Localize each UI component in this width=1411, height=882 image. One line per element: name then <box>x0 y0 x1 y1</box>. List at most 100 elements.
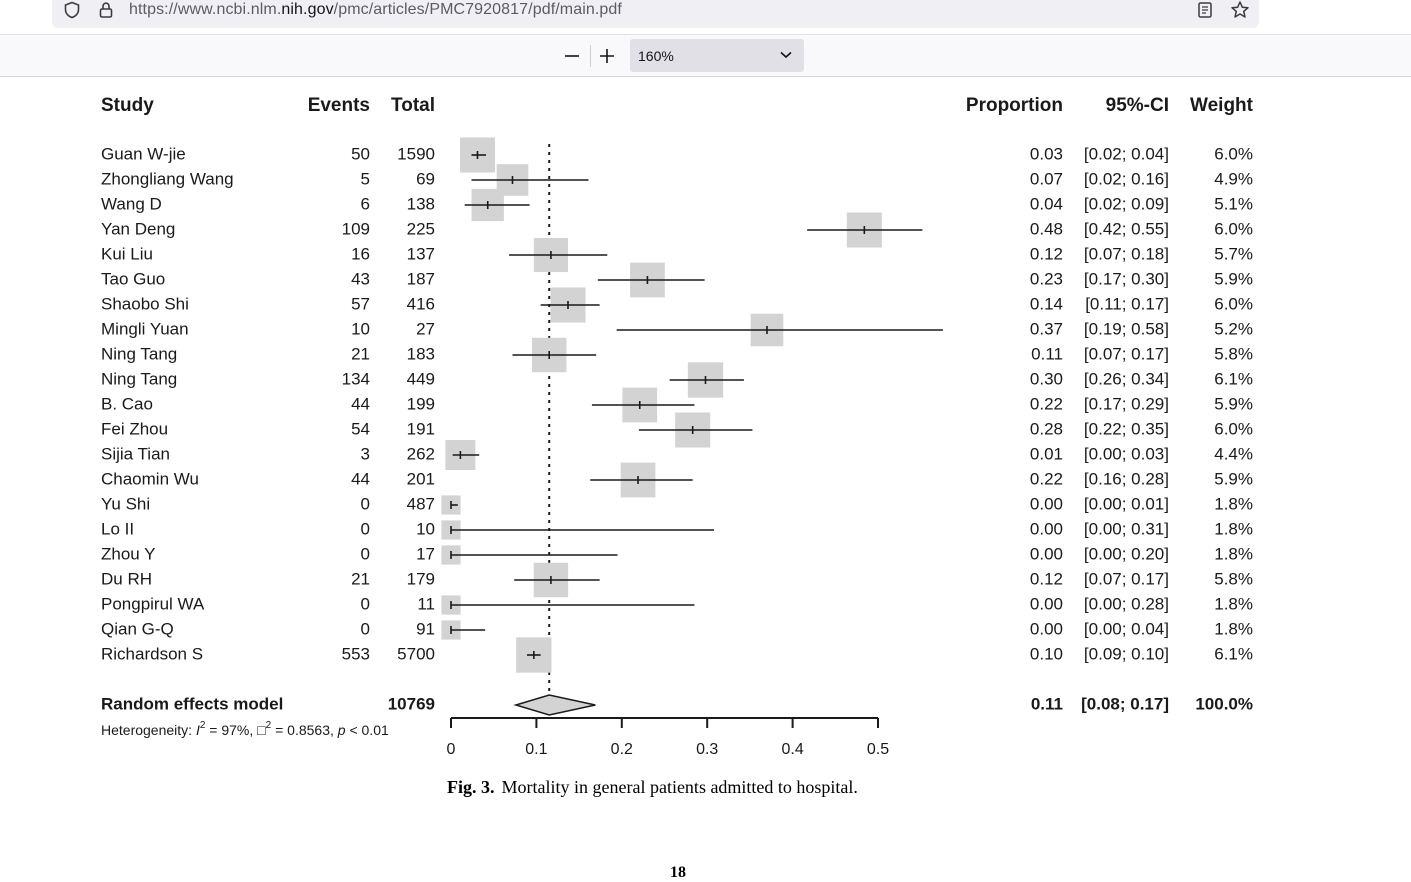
study-ci: [0.42; 0.55] <box>1084 219 1169 238</box>
study-events: 57 <box>351 294 370 313</box>
zoom-out-button[interactable] <box>559 43 585 69</box>
study-events: 6 <box>361 194 370 213</box>
url-text[interactable]: https://www.ncbi.nlm.nih.gov/pmc/article… <box>129 1 622 19</box>
study-ci: [0.26; 0.34] <box>1084 369 1169 388</box>
study-proportion: 0.00 <box>1030 619 1063 638</box>
study-events: 3 <box>361 444 370 463</box>
zoom-select[interactable]: 160% <box>630 39 804 72</box>
study-proportion: 0.48 <box>1030 219 1063 238</box>
study-events: 5 <box>361 169 370 188</box>
study-events: 10 <box>351 319 370 338</box>
study-weight: 6.1% <box>1214 644 1253 663</box>
lock-icon[interactable] <box>96 0 116 20</box>
study-proportion: 0.14 <box>1030 294 1063 313</box>
study-total: 262 <box>407 444 435 463</box>
study-total: 487 <box>407 494 435 513</box>
study-total: 199 <box>407 394 435 413</box>
study-ci: [0.07; 0.18] <box>1084 244 1169 263</box>
study-events: 21 <box>351 344 370 363</box>
study-name: Mingli Yuan <box>101 319 189 338</box>
study-proportion: 0.00 <box>1030 494 1063 513</box>
study-events: 0 <box>361 594 370 613</box>
study-weight: 1.8% <box>1214 519 1253 538</box>
study-events: 553 <box>342 644 370 663</box>
study-name: Zhou Y <box>101 544 156 563</box>
study-total: 449 <box>407 369 435 388</box>
heterogeneity-sup: 2 <box>200 720 206 731</box>
study-name: Zhongliang Wang <box>101 169 234 188</box>
study-ci: [0.00; 0.01] <box>1084 494 1169 513</box>
study-events: 44 <box>351 469 370 488</box>
study-proportion: 0.30 <box>1030 369 1063 388</box>
header-weight: Weight <box>1190 95 1254 116</box>
study-proportion: 0.03 <box>1030 144 1063 163</box>
header-ci: 95%-CI <box>1106 95 1169 116</box>
study-weight: 6.0% <box>1214 144 1253 163</box>
heterogeneity-tau2-symbol: □ <box>257 722 266 738</box>
study-total: 91 <box>416 619 435 638</box>
study-proportion: 0.28 <box>1030 419 1063 438</box>
study-ci: [0.00; 0.03] <box>1084 444 1169 463</box>
study-proportion: 0.12 <box>1030 569 1063 588</box>
study-name: Shaobo Shi <box>101 294 189 313</box>
study-events: 0 <box>361 544 370 563</box>
study-total: 138 <box>407 194 435 213</box>
study-ci: [0.22; 0.35] <box>1084 419 1169 438</box>
caption-text: Mortality in general patients admitted t… <box>501 777 858 797</box>
zoom-value: 160% <box>638 47 674 64</box>
study-weight: 1.8% <box>1214 594 1253 613</box>
study-ci: [0.00; 0.28] <box>1084 594 1169 613</box>
x-axis-tick-label: 0 <box>447 741 456 758</box>
study-proportion: 0.04 <box>1030 194 1063 213</box>
study-weight: 5.9% <box>1214 469 1253 488</box>
study-ci: [0.00; 0.04] <box>1084 619 1169 638</box>
url-bar[interactable]: https://www.ncbi.nlm.nih.gov/pmc/article… <box>52 0 1259 28</box>
study-ci: [0.09; 0.10] <box>1084 644 1169 663</box>
study-name: Wang D <box>101 194 162 213</box>
bookmark-star-icon[interactable] <box>1230 0 1250 20</box>
pooled-diamond <box>513 694 596 716</box>
header-total: Total <box>391 95 435 116</box>
shield-icon[interactable] <box>62 0 82 20</box>
reader-view-icon[interactable] <box>1195 0 1215 20</box>
study-name: Tao Guo <box>101 269 165 288</box>
chevron-down-icon <box>780 51 792 59</box>
heterogeneity-p-symbol: p <box>337 722 346 738</box>
header-events: Events <box>308 95 370 116</box>
study-total: 17 <box>416 544 435 563</box>
study-weight: 4.9% <box>1214 169 1253 188</box>
study-name: Sijia Tian <box>101 444 170 463</box>
study-ci: [0.00; 0.31] <box>1084 519 1169 538</box>
study-events: 0 <box>361 619 370 638</box>
caption-label: Fig. 3. <box>447 777 495 797</box>
study-events: 54 <box>351 419 370 438</box>
study-name: B. Cao <box>101 394 153 413</box>
study-name: Chaomin Wu <box>101 469 199 488</box>
study-events: 16 <box>351 244 370 263</box>
study-events: 21 <box>351 569 370 588</box>
study-proportion: 0.11 <box>1031 344 1063 363</box>
study-name: Ning Tang <box>101 344 177 363</box>
study-total: 1590 <box>397 144 435 163</box>
study-total: 11 <box>417 594 435 613</box>
study-proportion: 0.00 <box>1030 519 1063 538</box>
zoom-in-button[interactable] <box>594 43 620 69</box>
url-suffix: /pmc/articles/PMC7920817/pdf/main.pdf <box>333 1 622 18</box>
study-ci: [0.02; 0.04] <box>1084 144 1169 163</box>
x-axis-tick-label: 0.3 <box>696 741 718 758</box>
study-events: 109 <box>342 219 370 238</box>
study-weight: 5.7% <box>1214 244 1253 263</box>
study-weight: 5.8% <box>1214 569 1253 588</box>
pooled-ci: [0.08; 0.17] <box>1081 694 1169 713</box>
plus-icon <box>600 49 614 63</box>
minus-icon <box>565 55 579 57</box>
forest-plot: Study Events Total Proportion 95%-CI Weight Gu… <box>101 95 1254 758</box>
study-weight: 6.0% <box>1214 219 1253 238</box>
heterogeneity-p-value: < 0.01 <box>346 722 389 738</box>
study-weight: 4.4% <box>1214 444 1253 463</box>
study-weight: 1.8% <box>1214 494 1253 513</box>
study-total: 27 <box>416 319 435 338</box>
study-ci: [0.02; 0.16] <box>1084 169 1169 188</box>
heterogeneity-tau2-value: = 0.8563, <box>271 722 338 738</box>
study-name: Fei Zhou <box>101 419 168 438</box>
